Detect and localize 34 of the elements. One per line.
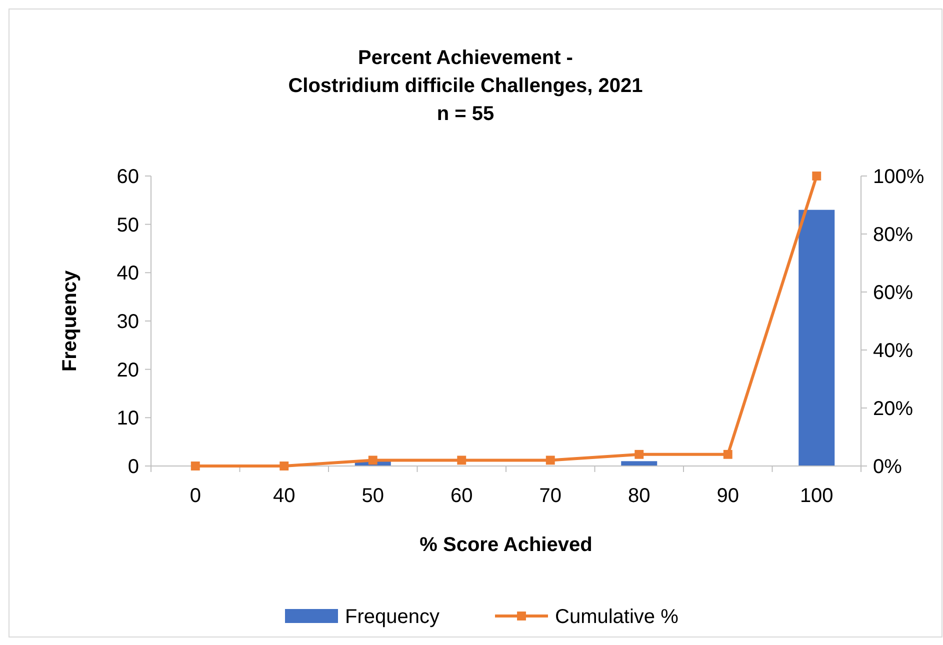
point [812, 172, 822, 180]
legend-label: Frequency [345, 606, 440, 628]
point [634, 450, 644, 459]
y-tick-label: 50 [116, 214, 139, 236]
y2-tick-label: 80% [873, 224, 914, 246]
y-tick-label: 40 [116, 262, 139, 285]
y-axis-title: Frequency [59, 270, 81, 372]
x-tick-label: 60 [450, 485, 473, 507]
x-tick-label: 70 [539, 485, 562, 507]
y-tick-label: 0 [128, 456, 139, 478]
point [546, 456, 555, 465]
y2-tick-label: 0% [873, 456, 902, 478]
point [368, 456, 378, 465]
x-axis-title: % Score Achieved [420, 534, 592, 556]
point [280, 462, 289, 470]
chart-subtitle: n = 55 [436, 103, 494, 125]
y-tick-label: 60 [116, 166, 139, 188]
y-tick-label: 10 [116, 408, 139, 430]
legend-label: Cumulative % [555, 606, 679, 628]
y2-tick-label: 20% [873, 398, 914, 420]
x-tick-label: 50 [362, 485, 384, 507]
point [190, 462, 200, 470]
y-tick-label: 20 [116, 359, 139, 382]
y-tick-label: 30 [116, 311, 139, 333]
x-tick-label: 90 [716, 485, 739, 507]
y2-tick-label: 100% [873, 166, 924, 188]
x-tick-label: 0 [190, 485, 201, 507]
y2-tick-label: 40% [873, 340, 914, 362]
point [723, 450, 732, 459]
x-tick-label: 100 [800, 485, 834, 507]
point [457, 456, 466, 465]
x-tick-label: 40 [273, 485, 296, 507]
y2-tick-label: 60% [873, 282, 914, 304]
x-tick-label: 80 [628, 485, 650, 507]
